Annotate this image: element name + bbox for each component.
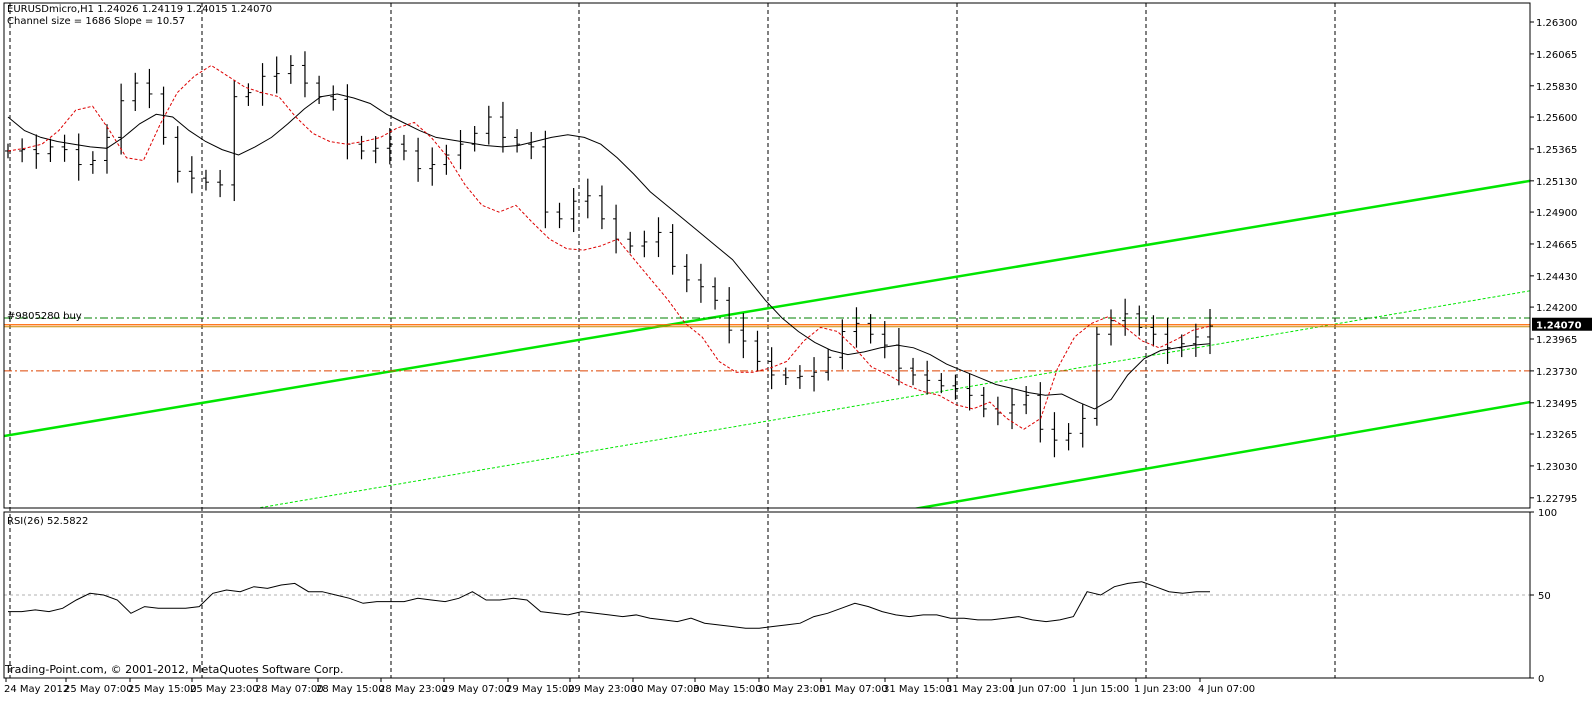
main-panel-frame bbox=[3, 2, 1531, 509]
ma-fast-line bbox=[7, 64, 1211, 430]
time-tick-label: 4 Jun 07:00 bbox=[1198, 684, 1255, 695]
channel-lower bbox=[912, 400, 1530, 508]
time-tick-label: 28 May 07:00 bbox=[255, 684, 324, 695]
price-tick-label: 1.24200 bbox=[1536, 303, 1577, 314]
time-tick-label: 31 May 23:00 bbox=[946, 684, 1015, 695]
channel-info: Channel size = 1686 Slope = 10.57 bbox=[7, 16, 185, 27]
time-tick-label: 30 May 15:00 bbox=[693, 684, 762, 695]
time-tick-label: 29 May 23:00 bbox=[568, 684, 637, 695]
price-tick-label: 1.25130 bbox=[1536, 177, 1577, 188]
current-price-box bbox=[1532, 317, 1592, 331]
time-tick-label: 24 May 2012 bbox=[4, 684, 69, 695]
price-tick-label: 1.24900 bbox=[1536, 208, 1577, 219]
price-tick-label: 1.25600 bbox=[1536, 113, 1577, 124]
time-tick-label: 30 May 23:00 bbox=[757, 684, 826, 695]
chart-title: EURUSDmicro,H1 1.24026 1.24119 1.24015 1… bbox=[7, 4, 272, 15]
price-tick-label: 1.23030 bbox=[1536, 462, 1577, 473]
price-tick-label: 1.26065 bbox=[1536, 50, 1577, 61]
rsi-tick-label: 50 bbox=[1538, 591, 1551, 602]
time-tick-label: 25 May 23:00 bbox=[190, 684, 259, 695]
copyright-text: Trading-Point.com, © 2001-2012, MetaQuot… bbox=[4, 663, 343, 676]
moving-averages bbox=[7, 64, 1211, 430]
price-tick-label: 1.25365 bbox=[1536, 145, 1577, 156]
channel-upper bbox=[4, 179, 1530, 438]
time-tick-label: 29 May 07:00 bbox=[442, 684, 511, 695]
current-price-label: 1.24070 bbox=[1536, 321, 1582, 332]
rsi-panel bbox=[4, 581, 1530, 629]
time-tick-label: 1 Jun 07:00 bbox=[1009, 684, 1066, 695]
order-label: #9805280 buy bbox=[7, 311, 82, 322]
time-tick-label: 30 May 07:00 bbox=[631, 684, 700, 695]
channel-mid bbox=[255, 290, 1530, 508]
price-tick-label: 1.24665 bbox=[1536, 240, 1577, 251]
ohlc-bars bbox=[5, 51, 1213, 458]
price-tick-label: 1.26300 bbox=[1536, 18, 1577, 29]
time-tick-label: 25 May 15:00 bbox=[128, 684, 197, 695]
price-axis[interactable]: 1.26300 1.26065 1.25830 1.25600 1.25365 1.251… bbox=[1530, 18, 1592, 685]
price-tick-label: 1.23265 bbox=[1536, 430, 1577, 441]
panel-frames bbox=[3, 2, 1531, 679]
rsi-tick-label: 0 bbox=[1538, 674, 1544, 685]
time-tick-label: 25 May 07:00 bbox=[64, 684, 133, 695]
vertical-grid bbox=[9, 3, 1336, 678]
price-tick-label: 1.24430 bbox=[1536, 272, 1577, 283]
price-tick-label: 1.23730 bbox=[1536, 367, 1577, 378]
time-tick-label: 31 May 15:00 bbox=[883, 684, 952, 695]
rsi-line bbox=[8, 581, 1210, 629]
time-tick-label: 31 May 07:00 bbox=[819, 684, 888, 695]
ma-slow-line bbox=[7, 93, 1211, 410]
time-tick-label: 28 May 15:00 bbox=[316, 684, 385, 695]
price-tick-label: 1.23495 bbox=[1536, 399, 1577, 410]
price-tick-label: 1.23965 bbox=[1536, 335, 1577, 346]
regression-channel[interactable] bbox=[4, 179, 1530, 667]
time-tick-label: 1 Jun 15:00 bbox=[1072, 684, 1129, 695]
rsi-panel-frame bbox=[3, 511, 1531, 679]
rsi-tick-label: 100 bbox=[1538, 508, 1557, 519]
price-tick-label: 1.25830 bbox=[1536, 82, 1577, 93]
price-lines bbox=[4, 317, 1530, 372]
rsi-label: RSI(26) 52.5822 bbox=[7, 516, 88, 527]
price-tick-label: 1.22795 bbox=[1536, 494, 1577, 505]
time-tick-label: 28 May 23:00 bbox=[379, 684, 448, 695]
time-tick-label: 1 Jun 23:00 bbox=[1134, 684, 1191, 695]
time-tick-label: 29 May 15:00 bbox=[506, 684, 575, 695]
